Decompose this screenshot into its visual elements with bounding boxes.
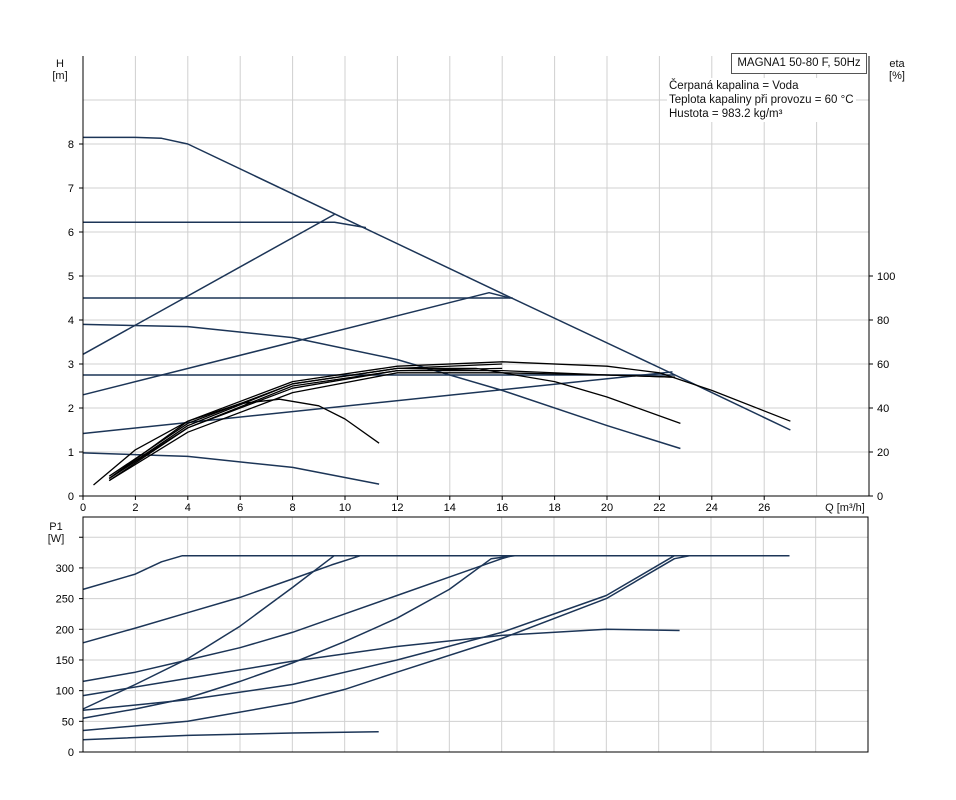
- head-curve: [82, 452, 380, 485]
- x-tick-label: 14: [444, 502, 456, 514]
- eta-tick-label: 60: [877, 359, 889, 371]
- h-axis-label: H [m]: [50, 58, 70, 82]
- p1-axis-unit: [W]: [47, 533, 65, 545]
- q-axis-label: Q [m³/h]: [825, 502, 865, 514]
- x-tick-label: 26: [758, 502, 770, 514]
- h-tick-label: 4: [68, 315, 74, 327]
- axes: [79, 56, 873, 753]
- power-curve: [82, 554, 361, 644]
- head-curve: [82, 213, 335, 355]
- fluid-info-line: Čerpaná kapalina = Voda: [669, 80, 799, 92]
- power-curve: [82, 554, 790, 591]
- eta-axis-unit: [%]: [889, 70, 905, 82]
- h-tick-label: 7: [68, 183, 74, 195]
- head-curve: [82, 371, 673, 435]
- power-curves: [82, 554, 790, 741]
- p1-axis-title: P1: [49, 521, 63, 533]
- x-tick-label: 22: [653, 502, 665, 514]
- x-tick-label: 0: [80, 502, 86, 514]
- h-axis-unit: [m]: [52, 70, 68, 82]
- efficiency-curve: [108, 361, 791, 479]
- head-curve: [83, 221, 367, 229]
- power-curve: [82, 555, 675, 712]
- eta-tick-label: 40: [877, 403, 889, 415]
- power-curve: [82, 628, 680, 697]
- x-tick-label: 20: [601, 502, 613, 514]
- x-tick-label: 24: [706, 502, 718, 514]
- eta-tick-label: 20: [877, 447, 889, 459]
- h-tick-label: 6: [68, 227, 74, 239]
- x-tick-label: 6: [237, 502, 243, 514]
- head-eta-curves: [82, 136, 791, 486]
- p1-tick-label: 300: [56, 563, 74, 575]
- p1-tick-label: 50: [62, 716, 74, 728]
- eta-tick-label: 80: [877, 315, 889, 327]
- power-curve: [82, 554, 513, 683]
- x-tick-label: 2: [132, 502, 138, 514]
- eta-axis-title: eta: [889, 58, 905, 70]
- h-tick-label: 5: [68, 271, 74, 283]
- tick-labels: 0 2 4 6 8 10 12 14 16 18 20 22 24 2601234567802040608…: [56, 139, 896, 759]
- h-tick-label: 3: [68, 359, 74, 371]
- efficiency-curve: [108, 363, 503, 477]
- fluid-info-line: Hustota = 983.2 kg/m³: [669, 108, 783, 120]
- x-tick-label: 4: [185, 502, 191, 514]
- power-grid: [83, 517, 868, 752]
- p1-tick-label: 250: [56, 594, 74, 606]
- p1-tick-label: 0: [68, 747, 74, 759]
- h-tick-label: 1: [68, 447, 74, 459]
- p1-tick-label: 100: [56, 686, 74, 698]
- x-tick-label: 12: [391, 502, 403, 514]
- power-axis-frame: [82, 516, 869, 753]
- h-tick-label: 2: [68, 403, 74, 415]
- power-curve: [82, 554, 691, 732]
- p1-tick-label: 200: [56, 624, 74, 636]
- efficiency-curve: [108, 367, 681, 479]
- head-curve: [82, 291, 511, 396]
- fluid-info: Čerpaná kapalina = Voda Teplota kapaliny…: [667, 78, 856, 122]
- x-tick-label: 16: [496, 502, 508, 514]
- eta-axis-label: eta [%]: [882, 58, 912, 82]
- x-tick-label: 10: [339, 502, 351, 514]
- p1-tick-label: 150: [56, 655, 74, 667]
- head-grid: [83, 56, 869, 496]
- fluid-info-line: Teplota kapaliny při provozu = 60 °C: [669, 94, 854, 106]
- power-curve: [82, 554, 515, 720]
- x-tick-label: 8: [290, 502, 296, 514]
- eta-tick-label: 0: [877, 491, 883, 503]
- head-curve: [83, 136, 791, 431]
- h-tick-label: 0: [68, 491, 74, 503]
- x-tick-label: 18: [548, 502, 560, 514]
- efficiency-curve: [93, 398, 380, 486]
- efficiency-curve: [108, 367, 503, 479]
- h-axis-title: H: [56, 58, 64, 70]
- head-curve: [82, 323, 681, 450]
- h-tick-label: 8: [68, 139, 74, 151]
- power-curve: [82, 731, 379, 741]
- efficiency-curve: [108, 372, 676, 482]
- pump-model-legend: MAGNA1 50-80 F, 50Hz: [731, 53, 867, 74]
- eta-tick-label: 100: [877, 271, 895, 283]
- p1-axis-label: P1 [W]: [44, 521, 68, 545]
